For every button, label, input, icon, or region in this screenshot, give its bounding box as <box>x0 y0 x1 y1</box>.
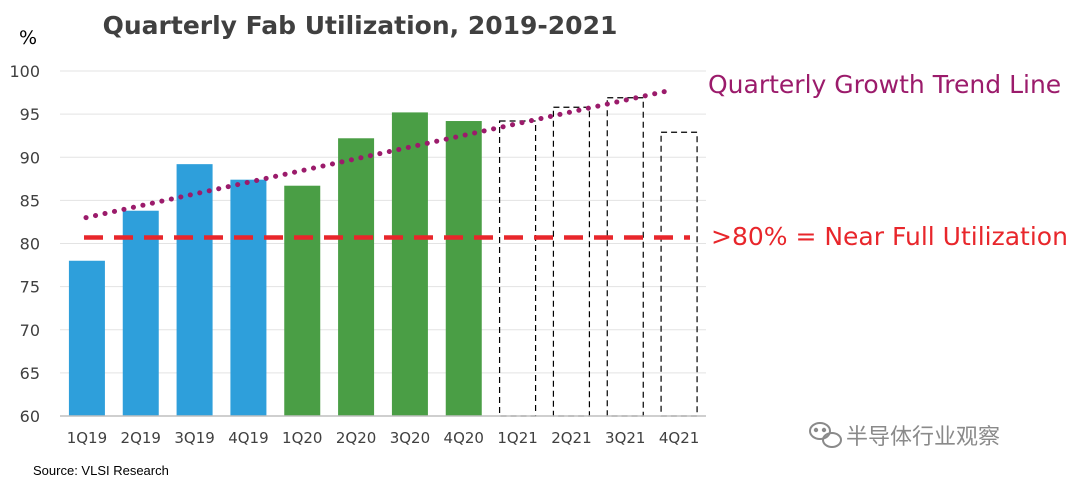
source-note: Source: VLSI Research <box>33 463 169 478</box>
y-axis-ticks: 60 65 70 75 80 85 90 95 100 <box>9 62 40 426</box>
grid-lines <box>60 70 706 417</box>
x-tick-label: 2Q19 <box>121 429 161 447</box>
x-tick-label: 3Q21 <box>605 429 645 447</box>
y-tick-label: 90 <box>20 148 40 167</box>
y-tick-label: 80 <box>20 235 40 254</box>
y-tick-label: 85 <box>20 191 40 210</box>
y-tick-label: 70 <box>20 321 40 340</box>
x-tick-label: 2Q20 <box>336 429 376 447</box>
x-tick-label: 4Q20 <box>444 429 484 447</box>
x-tick-label: 4Q21 <box>659 429 699 447</box>
x-axis-ticks: 1Q19 2Q19 3Q19 4Q19 1Q20 2Q20 3Q20 4Q20 1Q21 2Q21… <box>67 429 700 447</box>
bar <box>445 121 482 417</box>
bar <box>176 164 213 416</box>
x-tick-label: 3Q19 <box>174 429 214 447</box>
y-tick-label: 60 <box>20 407 40 426</box>
watermark-text: 半导体行业观察 <box>846 425 1000 450</box>
watermark: 半导体行业观察 <box>809 422 1000 450</box>
bar <box>284 185 321 416</box>
bar <box>122 210 159 416</box>
y-tick-label: 100 <box>9 62 40 81</box>
forecast-bar <box>552 106 591 417</box>
x-tick-label: 1Q21 <box>497 429 537 447</box>
x-tick-label: 3Q20 <box>390 429 430 447</box>
forecast-bar <box>660 131 698 417</box>
bar <box>230 179 267 416</box>
y-tick-label: 65 <box>20 364 40 383</box>
chart-title: Quarterly Fab Utilization, 2019-2021 <box>103 11 618 40</box>
x-tick-label: 1Q19 <box>67 429 107 447</box>
forecast-bar <box>606 97 644 417</box>
y-tick-label: 75 <box>20 278 40 297</box>
x-tick-label: 1Q20 <box>282 429 322 447</box>
bar <box>338 138 375 416</box>
bar <box>68 260 105 416</box>
y-axis-unit: % <box>19 27 37 49</box>
x-tick-label: 2Q21 <box>551 429 591 447</box>
bar <box>391 112 428 417</box>
x-tick-label: 4Q19 <box>228 429 268 447</box>
wechat-logo-icon <box>809 422 842 448</box>
y-tick-label: 95 <box>20 105 40 124</box>
bars <box>68 97 698 417</box>
threshold-line-label: >80% = Near Full Utilization <box>711 222 1068 251</box>
forecast-bar <box>498 120 537 417</box>
trend-line-label: Quarterly Growth Trend Line <box>708 70 1061 99</box>
trend-line <box>83 88 671 221</box>
